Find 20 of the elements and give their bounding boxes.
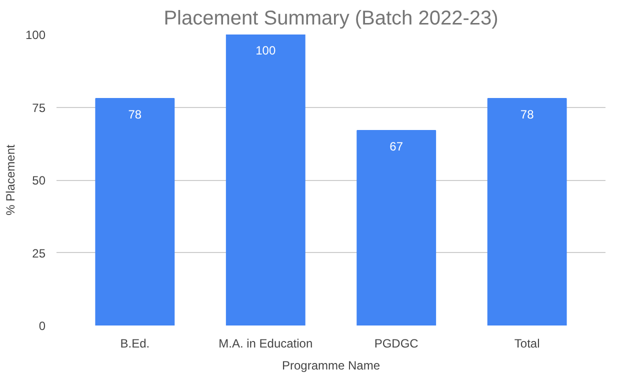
data-label: 67	[390, 140, 404, 154]
y-tick-label: 100	[25, 28, 46, 42]
bar	[487, 98, 567, 326]
data-label: 100	[256, 44, 276, 58]
data-label: 78	[128, 108, 142, 122]
x-tick-label: PGDGC	[374, 336, 419, 350]
y-tick-label: 0	[38, 319, 46, 333]
chart-title: Placement Summary (Batch 2022-23)	[164, 8, 498, 30]
bar	[226, 34, 306, 326]
y-tick-label: 25	[32, 246, 46, 260]
x-tick-label: Total	[514, 336, 540, 350]
x-tick-label: B.Ed.	[120, 336, 150, 350]
y-tick-label: 50	[32, 174, 46, 188]
data-label: 78	[520, 108, 534, 122]
bar	[95, 98, 175, 326]
bar	[356, 130, 436, 326]
x-tick-label: M.A. in Education	[218, 336, 313, 350]
y-tick-label: 75	[32, 100, 46, 115]
x-axis-title: Programme Name	[282, 358, 380, 372]
y-axis-title: % Placement	[3, 144, 18, 216]
